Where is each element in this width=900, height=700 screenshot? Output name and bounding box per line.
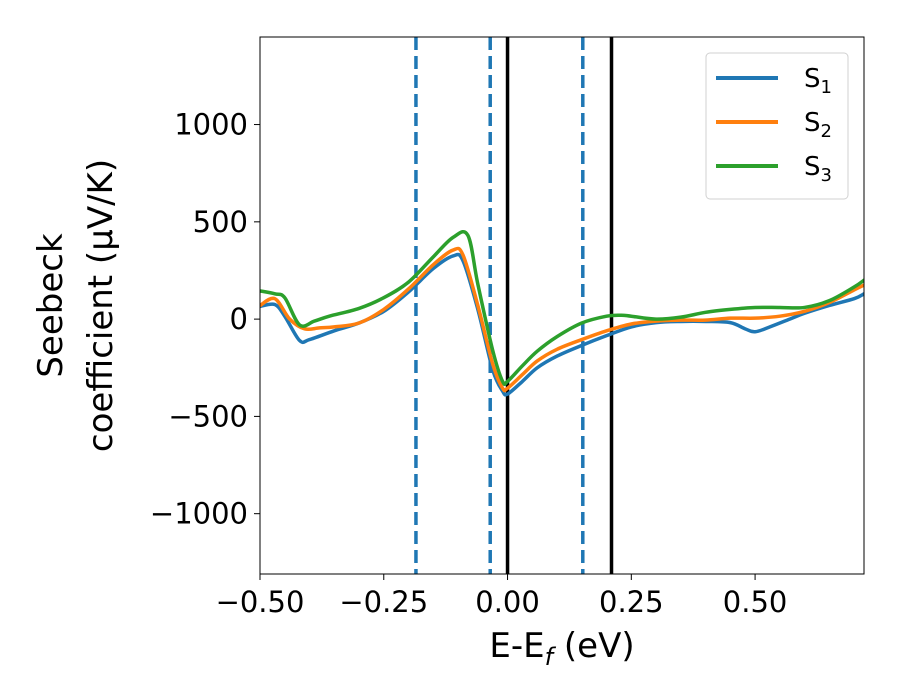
y-tick-label: −1000 bbox=[150, 497, 248, 531]
series-lines bbox=[260, 229, 864, 397]
y-tick-label: −500 bbox=[168, 399, 248, 433]
legend-label: S3 bbox=[804, 152, 832, 186]
legend-label: S2 bbox=[804, 108, 832, 142]
y-axis-label: Seebeck coefficient (μV/K) bbox=[31, 159, 121, 452]
x-axis-label: E-Ef (eV) bbox=[489, 626, 634, 671]
legend-box bbox=[705, 52, 849, 200]
x-tick-label: 0.00 bbox=[475, 585, 540, 619]
x-tick-label: 0.25 bbox=[599, 585, 664, 619]
x-axis: −0.50 −0.25 0.00 0.25 0.50 bbox=[216, 574, 788, 619]
x-tick-label: 0.50 bbox=[723, 585, 788, 619]
series-line-s3 bbox=[260, 229, 864, 387]
y-tick-label: 1000 bbox=[174, 108, 248, 142]
x-tick-label: −0.25 bbox=[339, 585, 428, 619]
legend: S1 S2 S3 bbox=[705, 52, 849, 200]
legend-label: S1 bbox=[804, 64, 832, 98]
plot-frame bbox=[259, 36, 865, 575]
reference-lines bbox=[414, 37, 614, 574]
legend-item-s2: S2 bbox=[716, 108, 832, 142]
x-tick-label: −0.50 bbox=[216, 585, 305, 619]
y-axis-label-line-2: coefficient (μV/K) bbox=[81, 159, 121, 452]
legend-item-s3: S3 bbox=[716, 152, 832, 186]
y-axis-label-line-1: Seebeck bbox=[31, 233, 71, 378]
y-axis: −1000 −500 0 500 1000 bbox=[150, 108, 260, 531]
legend-item-s1: S1 bbox=[716, 64, 832, 98]
y-tick-label: 500 bbox=[193, 205, 248, 239]
y-tick-label: 0 bbox=[230, 302, 248, 336]
series-line-s2 bbox=[260, 246, 864, 393]
